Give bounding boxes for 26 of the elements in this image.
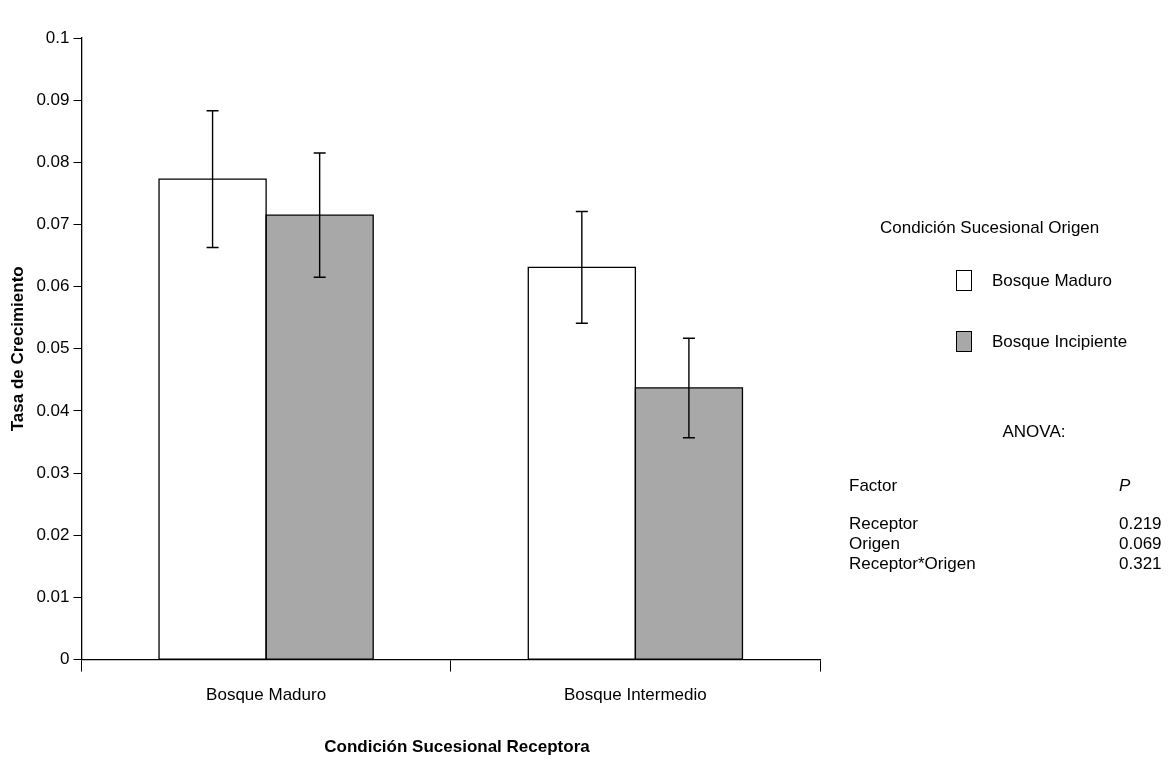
x-tick-label: Bosque Intermedio [564,685,707,705]
text: Receptor [849,514,918,534]
y-tick-label: 0.03 [36,462,70,482]
text: ANOVA: [1001,422,1067,442]
text: Bosque Maduro [992,270,1113,291]
y-tick-label: 0.08 [36,152,70,172]
legend-title: Condición Sucesional Origen [880,218,1101,238]
x-axis-title: Condición Sucesional Receptora [323,737,591,757]
y-tick-label: 0.1 [45,27,70,47]
text: 0.219 [1119,514,1162,534]
legend-label: Bosque Incipiente [992,331,1128,352]
y-tick-label: 0.09 [36,89,70,109]
y-tick-label: 0.05 [36,338,70,358]
y-axis-title: Tasa de Crecimiento [7,266,27,432]
text: P [1119,476,1132,496]
y-tick-label: 0 [60,649,70,669]
text: Receptor*Origen [849,554,976,574]
text: Origen [849,534,901,554]
y-tick-label: 0.01 [36,587,70,607]
text: Factor [849,476,898,496]
y-tick-label: 0.06 [36,276,70,296]
y-tick-label: 0.02 [36,524,70,544]
text: 0.069 [1119,534,1162,554]
text: 0.321 [1119,554,1162,574]
y-tick-label: 0.04 [36,400,70,420]
y-tick-label: 0.07 [36,214,70,234]
